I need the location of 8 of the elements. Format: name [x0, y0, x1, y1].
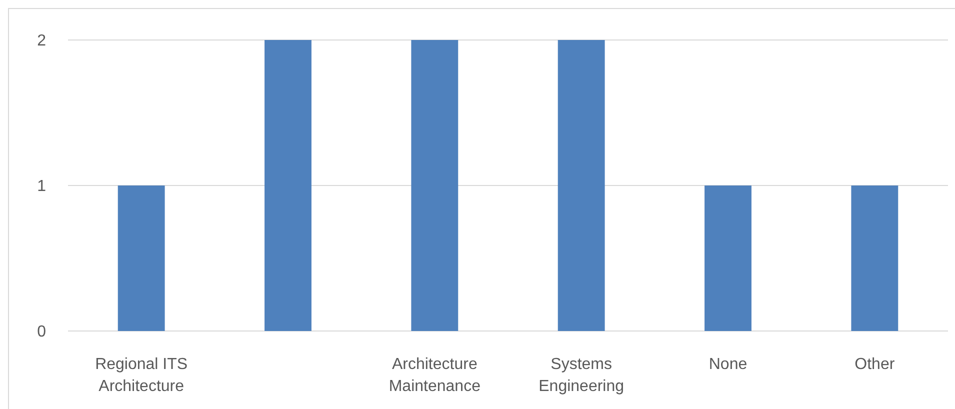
y-tick-label: 0 — [37, 324, 46, 341]
x-tick-label: Architecture Maintenance — [388, 356, 481, 395]
y-tick-label: 1 — [37, 178, 46, 196]
x-tick-label: Systems Engineering — [538, 356, 624, 395]
x-tick-label: Other — [854, 356, 896, 373]
y-tick-label: 2 — [37, 32, 46, 50]
x-tick-label: None — [708, 356, 748, 373]
x-tick-label: Regional ITS Architecture — [95, 356, 188, 395]
